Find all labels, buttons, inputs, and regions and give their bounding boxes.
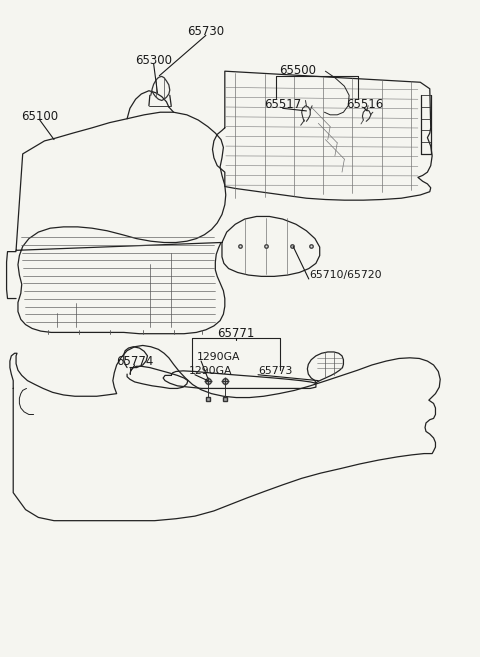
Text: 1290GA: 1290GA (189, 366, 233, 376)
Text: 65710/65720: 65710/65720 (309, 270, 382, 280)
Text: 65517: 65517 (264, 98, 301, 111)
Text: 65771: 65771 (217, 327, 255, 340)
Text: 1290GA: 1290GA (196, 352, 240, 362)
Text: 65300: 65300 (135, 54, 172, 66)
Text: 65730: 65730 (187, 25, 225, 38)
Text: 65516: 65516 (346, 98, 383, 111)
Text: 65773: 65773 (258, 366, 292, 376)
Text: 65100: 65100 (21, 110, 59, 123)
Text: 65500: 65500 (279, 64, 316, 77)
Text: 65774: 65774 (116, 355, 154, 367)
